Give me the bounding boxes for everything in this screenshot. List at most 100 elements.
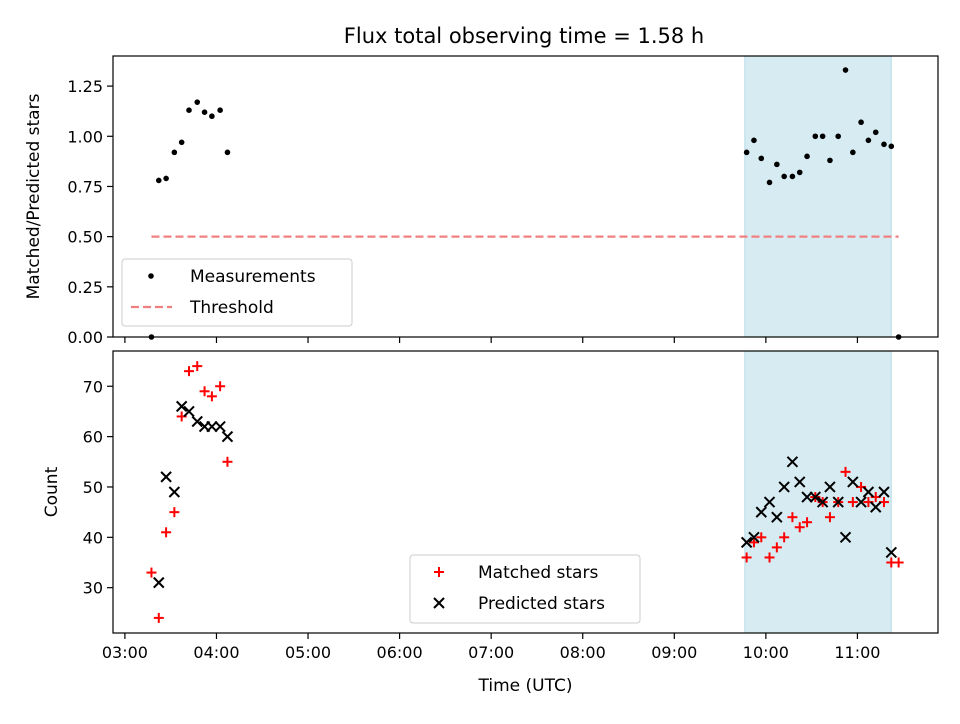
y-tick-label: 0.00 [67,328,103,347]
y-tick-label: 50 [83,478,103,497]
data-point [781,173,787,180]
data-point [766,179,773,186]
data-point [214,420,226,433]
data-point [794,476,806,488]
marker-stroke [168,486,181,498]
legend: Matched stars Predicted stars [409,554,641,624]
y-tick-label: 1.25 [67,77,103,96]
marker-stroke [870,501,882,513]
data-point [194,99,201,105]
y-axis-label: Matched/Predicted stars [24,93,44,299]
data-point [741,552,752,563]
marker-stroke [847,476,859,488]
marker-stroke [885,546,898,559]
data-point [878,486,890,498]
marker-stroke [191,415,203,428]
legend-label: Predicted stars [478,594,605,614]
data-point [862,486,875,498]
data-point [206,391,217,402]
data-point [763,496,776,508]
data-point [206,420,218,433]
legend-entry: Threshold [131,298,274,318]
data-point [855,496,867,508]
series-measurements [148,67,902,340]
data-point [168,486,181,498]
data-point [774,161,780,168]
marker-stroke [839,531,852,544]
data-point [191,415,203,428]
data-point [771,542,782,553]
data-point [832,496,844,508]
data-point [155,177,162,184]
data-point [756,532,767,543]
legend-label: Matched stars [478,563,598,583]
data-point [771,511,783,523]
data-point [888,143,895,150]
marker-stroke [755,506,767,518]
y-tick-label: 60 [83,428,103,447]
y-tick-label: 0.25 [67,278,103,297]
marker-stroke [855,496,867,508]
legend-box [121,258,353,327]
data-point [847,497,858,508]
y-tick-label: 70 [83,377,103,396]
data-point [885,546,898,559]
marker-stroke [794,476,806,488]
data-point [192,361,203,372]
marker-stroke [748,531,760,544]
marker-stroke [824,481,836,493]
marker-stroke [878,486,890,498]
data-point [827,157,833,164]
marker-stroke [206,420,218,433]
data-point [751,137,757,144]
data-point [748,537,759,548]
data-point [801,491,813,503]
data-point [835,133,841,140]
y-tick-label: 40 [83,528,103,547]
shaded-observing-window [744,55,892,338]
x-tick-label: 10:00 [743,643,789,662]
data-point [743,149,750,156]
marker-stroke [778,481,790,493]
data-point [221,430,234,443]
data-point [171,149,178,156]
data-point [160,471,172,483]
data-point [153,612,164,623]
data-point [870,501,882,513]
data-point [847,476,859,488]
figure-title: Flux total observing time = 1.58 h [344,24,704,48]
data-point [839,531,852,544]
marker-stroke [214,420,226,433]
x-tick-label: 05:00 [285,643,331,662]
y-tick-label: 1.00 [67,127,103,146]
data-point [824,481,836,493]
y-tick-label: 0.50 [67,228,103,247]
data-point [786,456,799,468]
legend-swatch [433,597,445,609]
legend-label: Threshold [189,298,274,318]
x-axis-label: Time (UTC) [478,676,573,696]
data-point [819,133,826,140]
marker-stroke [153,576,165,589]
data-point [175,400,188,413]
x-tick-label: 11:00 [834,643,880,662]
data-point [824,512,835,523]
data-point [740,536,753,549]
data-point [796,169,803,176]
bottom-panel-counts: 30 40 50 60 70 03:00 04:00 05:00 06:00 07:00 08:00… [42,350,939,696]
series-predicted-stars [153,400,898,589]
data-point [858,119,864,126]
marker-stroke [862,486,875,498]
marker-stroke [786,456,799,468]
legend-box [409,554,641,624]
data-point [789,173,796,180]
data-point [222,456,233,467]
legend-entry: Measurements [148,267,316,287]
data-point [758,155,765,162]
y-tick-label: 0.75 [67,177,103,196]
data-point [199,386,210,397]
data-point [183,405,195,418]
data-point [802,517,813,528]
marker-stroke [175,400,188,413]
legend-entry: Matched stars [434,563,598,583]
